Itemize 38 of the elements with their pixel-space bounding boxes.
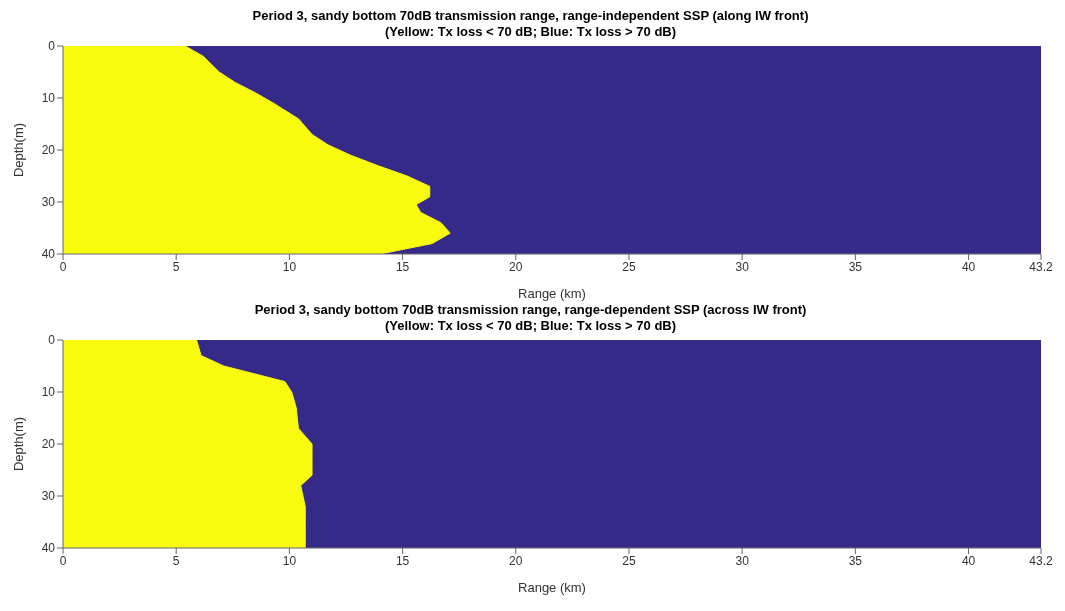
x-tick-label: 20 [509, 259, 523, 274]
y-tick-label: 10 [41, 385, 56, 400]
y-tick-label: 20 [41, 143, 56, 158]
x-tick-label: 10 [282, 553, 297, 568]
x-tick-label: 25 [622, 553, 636, 568]
chart-title: Period 3, sandy bottom 70dB transmission range, range-independent SSP (along IW front) [251, 8, 810, 24]
y-tick-label: 10 [41, 91, 56, 106]
y-tick-label: 40 [41, 541, 56, 556]
y-axis-title: Depth(m) [10, 122, 26, 178]
y-axis-title: Depth(m) [10, 416, 26, 472]
x-axis-title: Range (km) [518, 286, 586, 301]
x-tick-label: 10 [282, 259, 297, 274]
x-tick-label: 15 [395, 259, 410, 274]
y-tick-label: 20 [41, 437, 56, 452]
x-axis-title: Range (km) [518, 580, 586, 595]
chart-subtitle: (Yellow: Tx loss < 70 dB; Blue: Tx loss > 70 dB) [383, 24, 678, 40]
x-tick-label: 43.2 [1029, 553, 1053, 568]
x-tick-label: 43.2 [1029, 259, 1053, 274]
x-tick-label: 15 [395, 553, 410, 568]
x-tick-label: 5 [172, 259, 180, 274]
x-tick-label: 5 [172, 553, 180, 568]
x-tick-label: 30 [735, 553, 750, 568]
x-tick-label: 20 [509, 553, 523, 568]
x-tick-label: 0 [59, 259, 67, 274]
x-tick-label: 25 [622, 259, 636, 274]
x-tick-label: 0 [59, 553, 67, 568]
x-tick-label: 40 [961, 259, 976, 274]
x-tick-label: 40 [961, 553, 976, 568]
y-tick-label: 30 [41, 195, 56, 210]
y-tick-label: 0 [48, 333, 56, 348]
chart-title: Period 3, sandy bottom 70dB transmission range, range-dependent SSP (across IW front) [253, 302, 808, 318]
y-tick-label: 0 [48, 39, 56, 54]
chart-subtitle: (Yellow: Tx loss < 70 dB; Blue: Tx loss > 70 dB) [383, 318, 678, 334]
x-tick-label: 35 [848, 553, 863, 568]
y-tick-label: 30 [41, 489, 56, 504]
y-tick-label: 40 [41, 247, 56, 262]
x-tick-label: 30 [735, 259, 750, 274]
x-tick-label: 35 [848, 259, 863, 274]
